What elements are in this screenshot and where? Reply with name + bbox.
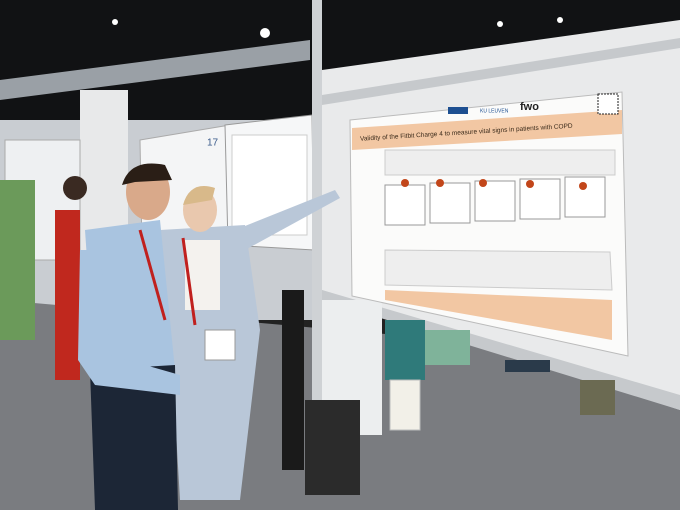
poster-institution: KU LEUVEN [480,108,509,114]
poster-title-band [352,110,622,150]
truss [0,40,310,100]
woman-hair [183,186,215,205]
man-trousers [90,365,178,510]
plot [474,180,516,222]
ceiling-light [497,21,503,27]
icon [479,179,487,187]
icon [436,179,444,187]
plot [519,178,561,220]
backpack [305,400,360,495]
institution-logo [448,107,468,114]
badge [204,329,236,361]
plot [564,176,606,218]
bag [389,379,421,431]
icon [579,182,587,190]
ceiling-light [260,28,270,38]
board-number: 17 [207,138,219,149]
man-hair [122,163,172,185]
visitor [580,380,615,415]
poster-table [384,149,616,176]
board-rail [322,38,680,105]
man-arm [78,250,180,395]
visitor-head [63,176,87,200]
board-frame [312,0,322,440]
visitor [385,320,425,380]
poster-plots [384,176,606,226]
lanyard [138,229,167,321]
visitor [0,180,35,340]
poster-logo: fwo [520,101,539,113]
visitor [425,330,470,365]
poster-table [384,249,613,291]
plot [429,182,471,224]
shoe [505,360,550,372]
plot [384,184,426,226]
ceiling-light [112,19,118,25]
poster-icons [401,179,587,190]
icon [526,180,534,188]
ceiling-light [557,17,563,23]
woman-arm [235,190,340,250]
icon [401,179,409,187]
lanyard [181,237,197,326]
case [282,290,304,470]
poster-footer [385,290,612,340]
qr-code [597,93,619,115]
visitor [55,210,80,380]
